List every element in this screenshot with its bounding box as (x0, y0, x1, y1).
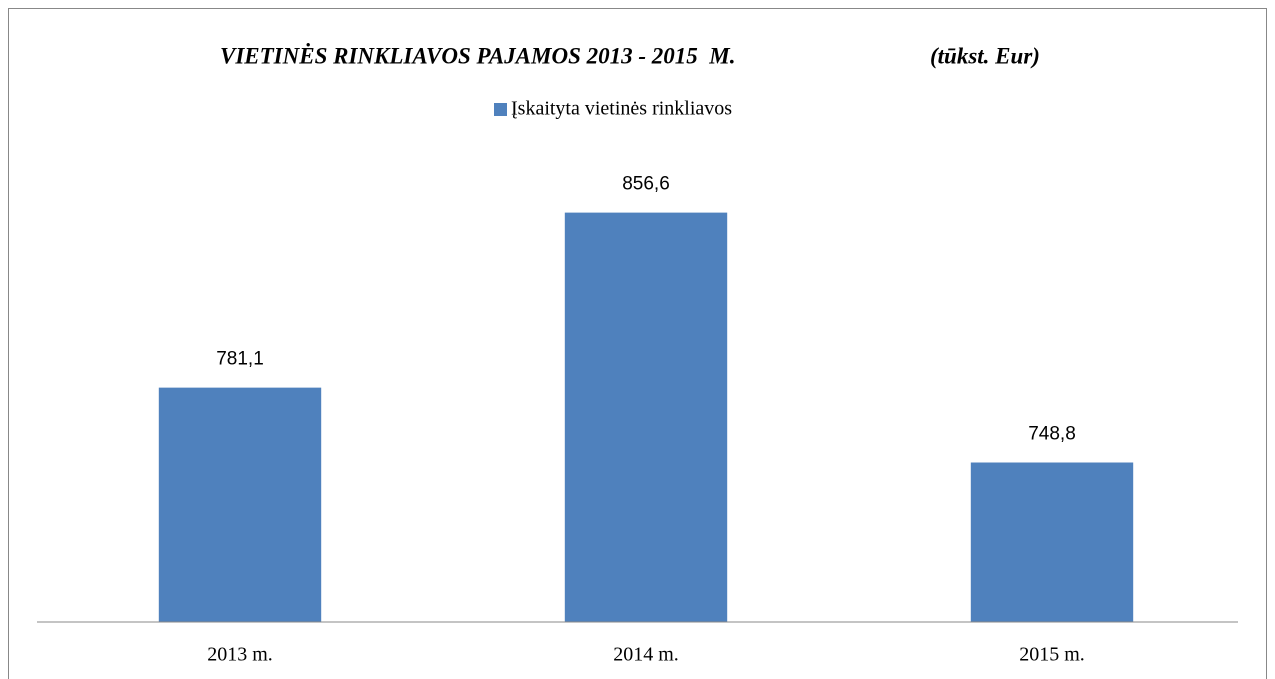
x-tick-label: 2014 m. (613, 644, 679, 666)
chart-subtitle: (tūkst. Eur) (930, 43, 1040, 68)
legend-swatch (494, 103, 507, 116)
data-label: 748,8 (1028, 424, 1076, 445)
bar (970, 462, 1134, 622)
bar (564, 212, 728, 623)
chart-title: VIETINĖS RINKLIAVOS PAJAMOS 2013 - 2015 … (220, 42, 735, 68)
bar (158, 387, 322, 622)
x-tick-label: 2013 m. (207, 644, 273, 666)
legend-label: Įskaityta vietinės rinkliavos (511, 98, 732, 120)
chart-frame (8, 8, 1267, 679)
data-label: 856,6 (622, 174, 670, 195)
data-label: 781,1 (216, 349, 264, 370)
x-tick-label: 2015 m. (1019, 644, 1085, 666)
